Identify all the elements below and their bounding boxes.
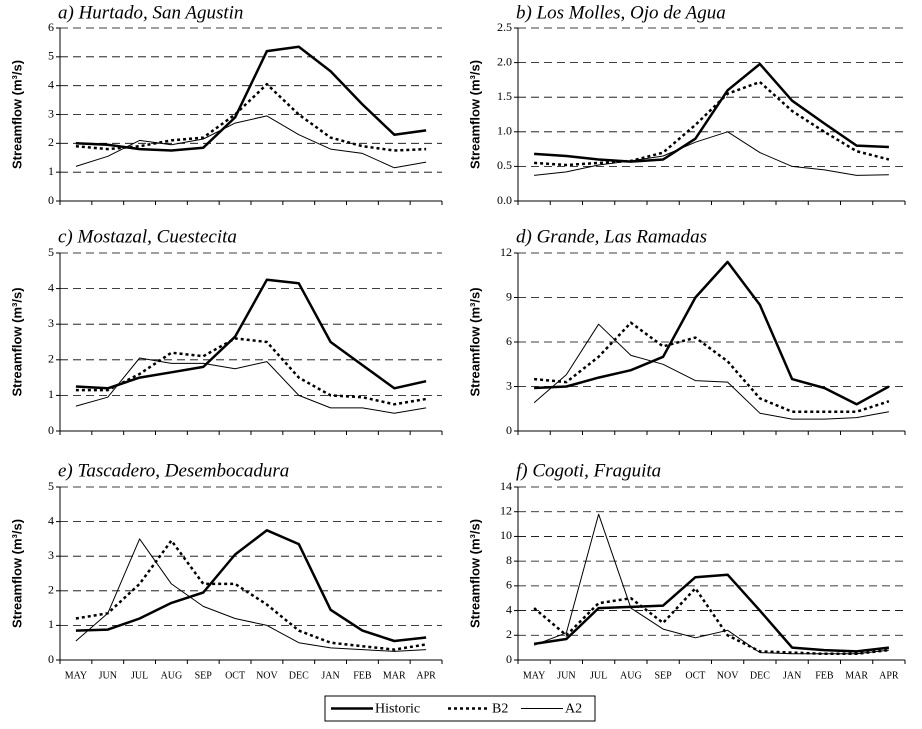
y-tick-label: 5 xyxy=(48,49,54,63)
chart-title: c) Mostazal, Cuestecita xyxy=(58,226,237,247)
y-tick-label: 3 xyxy=(48,316,54,330)
y-tick-label: 10 xyxy=(500,528,512,542)
y-tick-label: 4 xyxy=(48,77,54,91)
series-line xyxy=(75,45,427,152)
x-tick-label: MAY xyxy=(65,670,87,681)
chart-title: d) Grande, Las Ramadas xyxy=(516,226,707,247)
y-tick-label: 6 xyxy=(506,578,512,592)
series-line xyxy=(75,115,427,169)
y-axis-label: Streamflow (m³/s) xyxy=(9,519,24,628)
y-tick-label: 2 xyxy=(48,135,54,149)
series-line xyxy=(534,80,890,167)
chart-title: a) Hurtado, San Agustin xyxy=(58,2,243,23)
y-tick-label: 1.0 xyxy=(497,124,512,138)
series-line xyxy=(534,62,889,163)
x-tick-label: SEP xyxy=(195,670,213,681)
x-tick-label: AUG xyxy=(161,670,183,681)
y-tick-label: 1 xyxy=(48,387,54,401)
x-tick-label: JUN xyxy=(99,670,117,681)
y-tick-label: 2 xyxy=(48,352,54,366)
y-tick-label: 1 xyxy=(48,164,54,178)
y-axis-label: Streamflow (m³/s) xyxy=(467,519,482,628)
y-axis-label: Streamflow (m³/s) xyxy=(467,287,482,396)
y-tick-label: 1 xyxy=(48,617,54,631)
x-tick-label: FEB xyxy=(353,670,372,681)
x-tick-label: NOV xyxy=(256,670,278,681)
y-tick-label: 2 xyxy=(506,627,512,641)
series-line xyxy=(533,323,889,420)
series-line xyxy=(534,131,889,176)
y-tick-label: 12 xyxy=(500,503,512,517)
series-line xyxy=(75,337,427,406)
y-tick-label: 0.5 xyxy=(497,158,512,172)
y-tick-label: 6 xyxy=(48,20,54,34)
y-tick-label: 3 xyxy=(48,548,54,562)
series-line xyxy=(533,513,889,655)
series-line xyxy=(75,278,427,390)
x-tick-label: JUN xyxy=(557,670,575,681)
chart-title: e) Tascadero, Desembocadura xyxy=(58,460,289,481)
y-tick-label: 0 xyxy=(48,652,54,666)
legend-label: B2 xyxy=(492,702,508,717)
chart-title: f) Cogoti, Fraguita xyxy=(516,460,661,481)
y-tick-label: 0 xyxy=(506,423,512,437)
y-tick-label: 4 xyxy=(48,280,54,294)
x-tick-label: JUL xyxy=(131,670,148,681)
x-tick-label: OCT xyxy=(685,670,705,681)
series-line xyxy=(75,539,427,651)
y-tick-label: 5 xyxy=(48,479,54,493)
x-tick-label: DEC xyxy=(289,670,309,681)
y-axis-label: Streamflow (m³/s) xyxy=(9,60,24,169)
y-tick-label: 3 xyxy=(48,106,54,120)
x-tick-label: MAY xyxy=(523,670,545,681)
x-tick-label: JAN xyxy=(783,670,801,681)
x-tick-label: AUG xyxy=(620,670,642,681)
y-tick-label: 5 xyxy=(48,245,54,259)
series-line xyxy=(533,573,890,653)
y-tick-label: 1.5 xyxy=(497,89,512,103)
y-axis-label: Streamflow (m³/s) xyxy=(467,60,482,169)
series-line xyxy=(75,538,427,652)
x-tick-label: DEC xyxy=(750,670,770,681)
series-line xyxy=(75,82,427,152)
y-tick-label: 0 xyxy=(48,423,54,437)
y-tick-label: 2 xyxy=(48,583,54,597)
x-tick-label: JAN xyxy=(321,670,339,681)
x-tick-label: SEP xyxy=(655,670,673,681)
y-tick-label: 0.0 xyxy=(497,193,512,207)
series-line xyxy=(534,260,890,406)
x-tick-label: NOV xyxy=(717,670,739,681)
legend-label: Historic xyxy=(375,702,420,717)
x-tick-label: APR xyxy=(879,670,899,681)
chart-title: b) Los Molles, Ojo de Agua xyxy=(516,2,726,23)
legend-label: A2 xyxy=(565,702,582,717)
x-tick-label: OCT xyxy=(225,670,245,681)
x-tick-label: JUL xyxy=(590,670,607,681)
x-tick-label: APR xyxy=(416,670,436,681)
y-tick-label: 0 xyxy=(48,193,54,207)
x-tick-label: FEB xyxy=(815,670,834,681)
series-line xyxy=(533,321,890,413)
y-tick-label: 8 xyxy=(506,553,512,567)
y-tick-label: 9 xyxy=(506,289,512,303)
y-axis-label: Streamflow (m³/s) xyxy=(9,287,24,396)
y-tick-label: 4 xyxy=(506,602,512,616)
y-tick-label: 2.5 xyxy=(497,20,512,34)
y-tick-label: 0 xyxy=(506,652,512,666)
series-line xyxy=(75,529,427,643)
y-tick-label: 3 xyxy=(506,378,512,392)
y-tick-label: 4 xyxy=(48,513,54,527)
y-tick-label: 12 xyxy=(500,245,512,259)
y-tick-label: 14 xyxy=(500,479,512,493)
y-tick-label: 2.0 xyxy=(497,54,512,68)
y-tick-label: 6 xyxy=(506,334,512,348)
x-tick-label: MAR xyxy=(845,670,868,681)
series-line xyxy=(533,587,890,656)
series-line xyxy=(75,357,427,414)
x-tick-label: MAR xyxy=(383,670,406,681)
